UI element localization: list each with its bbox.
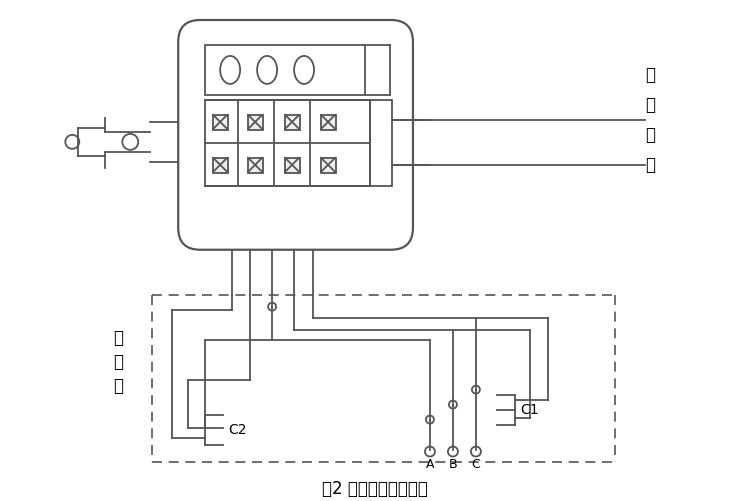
Circle shape: [65, 135, 80, 149]
Circle shape: [471, 446, 481, 456]
Circle shape: [426, 415, 434, 423]
Bar: [213, 158, 228, 173]
Circle shape: [425, 446, 435, 456]
Circle shape: [449, 401, 457, 409]
Text: B: B: [448, 458, 458, 471]
Circle shape: [472, 386, 480, 394]
Circle shape: [448, 446, 458, 456]
Circle shape: [268, 303, 276, 311]
Text: C2: C2: [228, 422, 247, 436]
Bar: [370, 100, 392, 186]
Text: 电: 电: [645, 96, 655, 114]
Text: 接: 接: [645, 66, 655, 84]
Bar: [321, 158, 336, 173]
Text: 制: 制: [113, 353, 123, 371]
Text: 图2 限位器接线示意图: 图2 限位器接线示意图: [322, 480, 428, 498]
Bar: [206, 45, 365, 95]
Text: C1: C1: [520, 403, 538, 416]
Text: 控: 控: [113, 329, 123, 347]
Bar: [285, 115, 300, 130]
Text: 动: 动: [645, 126, 655, 144]
Text: A: A: [426, 458, 434, 471]
Bar: [213, 115, 228, 130]
Text: 机: 机: [645, 156, 655, 174]
Circle shape: [122, 134, 138, 150]
Bar: [248, 158, 263, 173]
Bar: [285, 158, 300, 173]
Text: 箱: 箱: [113, 377, 123, 395]
Text: C: C: [472, 458, 480, 471]
Bar: [206, 100, 370, 186]
Bar: [321, 115, 336, 130]
Bar: [248, 115, 263, 130]
